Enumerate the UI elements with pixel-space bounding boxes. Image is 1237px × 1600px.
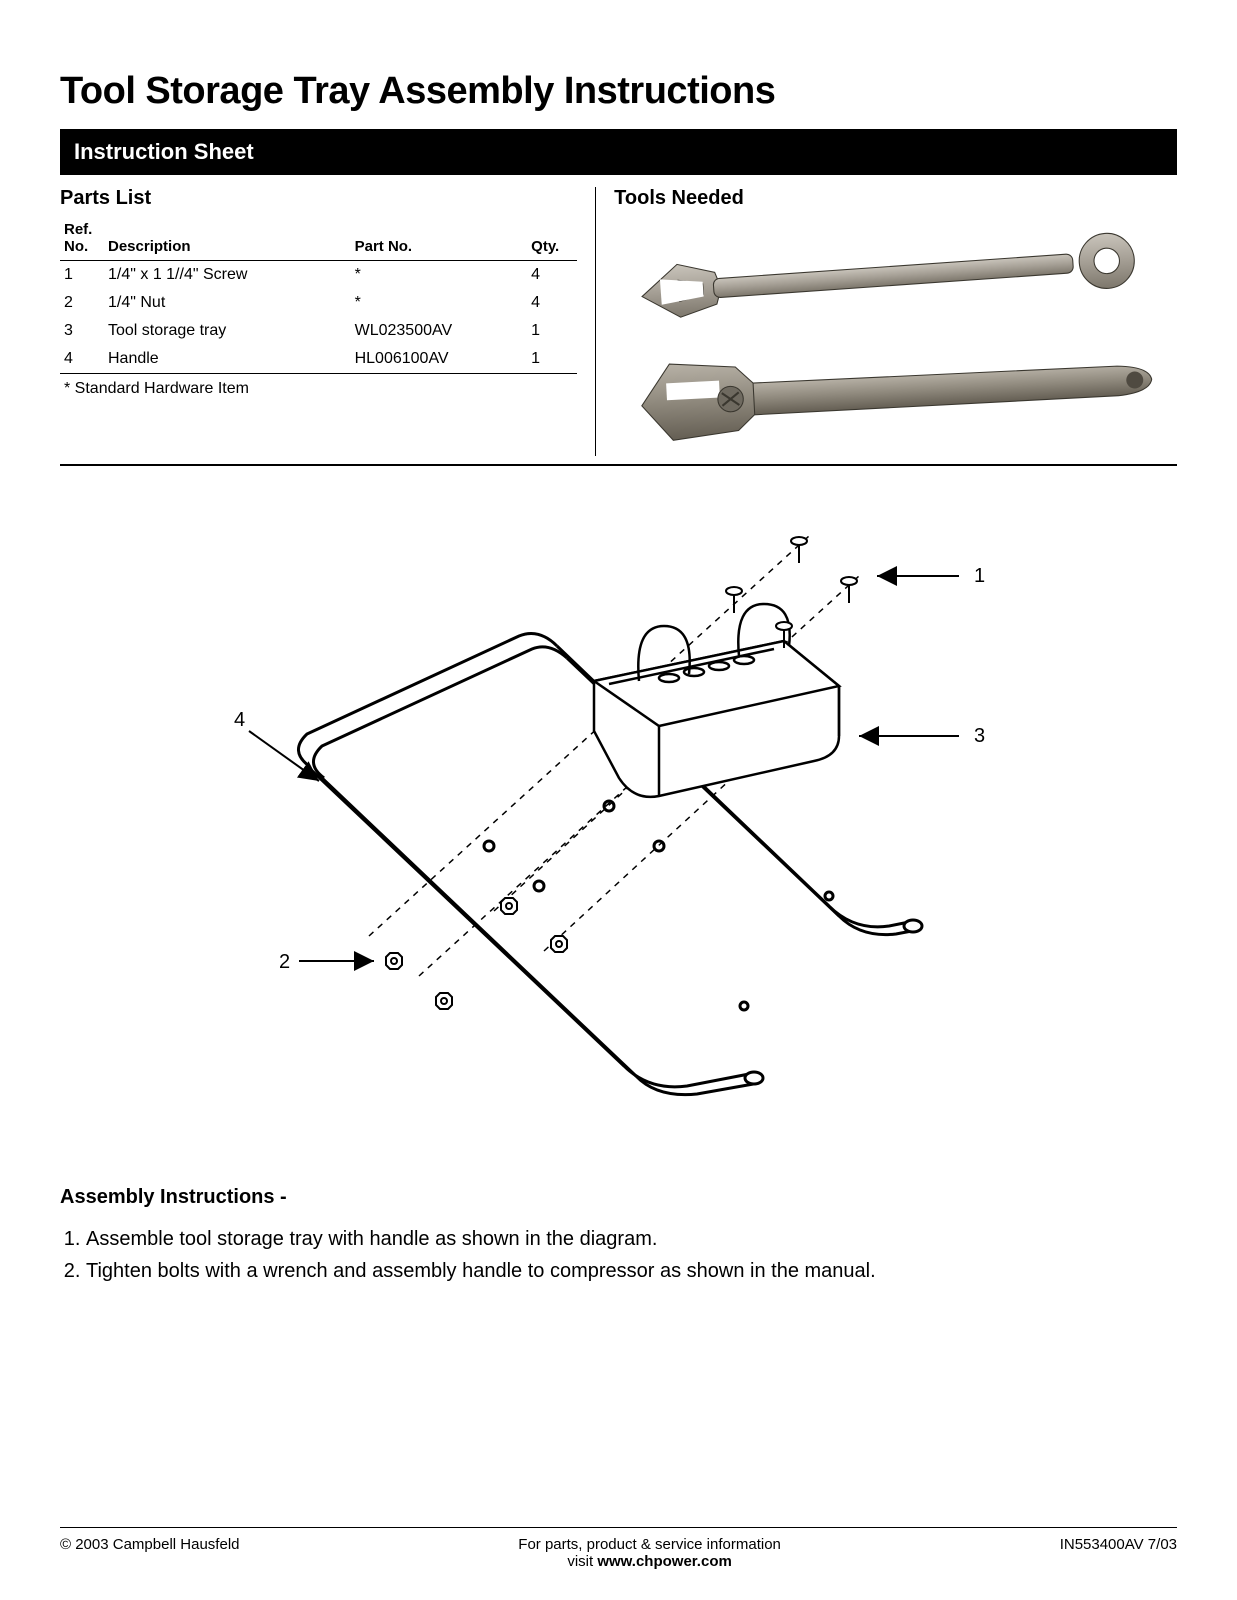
callout-3: 3 bbox=[974, 725, 985, 747]
parts-table: Ref. No. Description Part No. Qty. 1 1/4… bbox=[60, 218, 577, 374]
tools-needed-section: Tools Needed bbox=[596, 187, 1177, 456]
footer-doc-id: IN553400AV 7/03 bbox=[1060, 1536, 1177, 1553]
instruction-sheet-banner: Instruction Sheet bbox=[60, 129, 1177, 175]
assembly-instructions-heading: Assembly Instructions - bbox=[60, 1186, 1177, 1209]
table-row: 4 Handle HL006100AV 1 bbox=[60, 345, 577, 374]
col-ref-no: Ref. No. bbox=[60, 218, 104, 261]
wrench-images bbox=[614, 218, 1177, 456]
footer-center: For parts, product & service information… bbox=[240, 1536, 1060, 1570]
adjustable-wrench-icon bbox=[620, 329, 1171, 446]
table-row: 3 Tool storage tray WL023500AV 1 bbox=[60, 317, 577, 345]
callout-4: 4 bbox=[234, 709, 245, 731]
top-columns: Parts List Ref. No. Description Part No.… bbox=[60, 187, 1177, 466]
combination-wrench-icon bbox=[620, 228, 1171, 323]
table-row: 2 1/4" Nut * 4 bbox=[60, 289, 577, 317]
table-row: 1 1/4" x 1 1//4" Screw * 4 bbox=[60, 261, 577, 290]
exploded-diagram: 1 3 4 2 bbox=[60, 506, 1177, 1156]
parts-list-section: Parts List Ref. No. Description Part No.… bbox=[60, 187, 596, 456]
footer-copyright: © 2003 Campbell Hausfeld bbox=[60, 1536, 240, 1553]
tools-needed-heading: Tools Needed bbox=[614, 187, 1177, 210]
parts-footnote: * Standard Hardware Item bbox=[60, 374, 577, 398]
list-item: Tighten bolts with a wrench and assembly… bbox=[86, 1255, 1177, 1287]
assembly-instructions-list: Assemble tool storage tray with handle a… bbox=[60, 1223, 1177, 1287]
parts-list-heading: Parts List bbox=[60, 187, 577, 210]
list-item: Assemble tool storage tray with handle a… bbox=[86, 1223, 1177, 1255]
col-partno: Part No. bbox=[351, 218, 528, 261]
page-title: Tool Storage Tray Assembly Instructions bbox=[60, 70, 1177, 113]
col-description: Description bbox=[104, 218, 351, 261]
callout-1: 1 bbox=[974, 565, 985, 587]
callout-2: 2 bbox=[279, 951, 290, 973]
page-footer: © 2003 Campbell Hausfeld For parts, prod… bbox=[60, 1527, 1177, 1570]
col-qty: Qty. bbox=[527, 218, 577, 261]
